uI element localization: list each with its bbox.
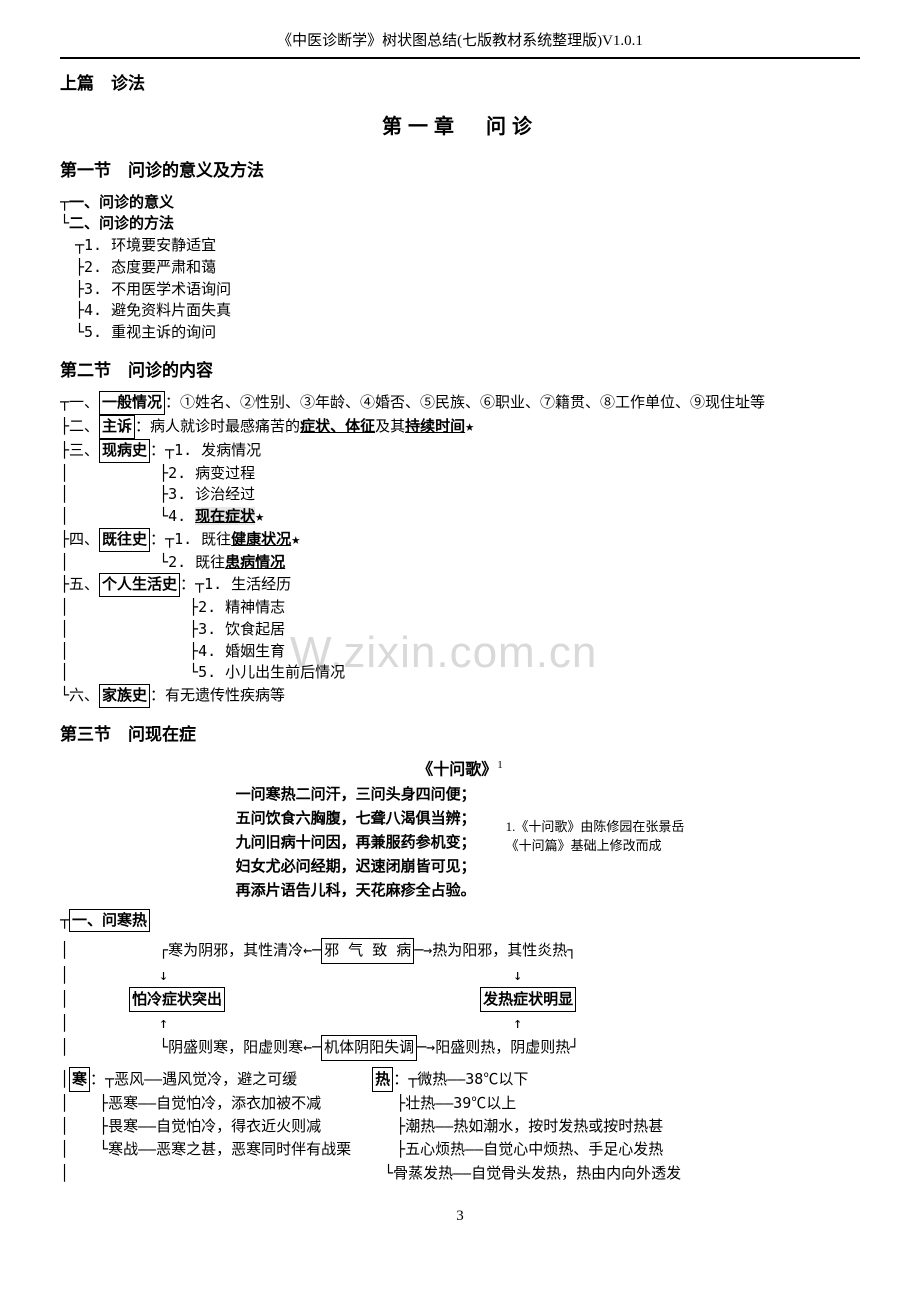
s2-r5-4: 4. 婚姻生育 [198,642,285,660]
s2-r3-2: 2. 病变过程 [168,464,255,482]
s2-r3-label: 现病史 [99,439,150,463]
s2-r2-a: ：病人就诊时最感痛苦的 [135,417,300,435]
d-bot-left: 阴盛则寒，阳虚则寒 [168,1038,303,1056]
s2-r5-5: 5. 小儿出生前后情况 [198,663,345,681]
s2-r4-1c: ★ [291,530,300,548]
document-header: 《中医诊断学》树状图总结(七版教材系统整理版)V1.0.1 [60,30,860,59]
s1-m3: 3. 不用医学术语询问 [84,280,231,298]
poem-l3: 九问旧病十问因，再兼服药参机变； [236,831,476,855]
poem-body: 一问寒热二问汗，三问头身四问便； 五问饮食六胸腹，七聋八渴俱当辨； 九问旧病十问… [236,783,476,903]
section3-title: 第三节 问现在症 [60,722,860,748]
d-top-right: 热为阳邪，其性炎热 [432,941,567,959]
heat-4: 五心烦热——自觉心中烦热、手足心发热 [405,1140,663,1158]
heat-3: 潮热——热如潮水，按时发热或按时热甚 [405,1117,663,1135]
poem-note: 1.《十问歌》由陈修园在张景岳 《十问篇》基础上修改而成 [506,783,685,903]
page-number: 3 [60,1205,860,1228]
s2-r4-2b: 患病情况 [225,553,285,571]
s2-r5-3: 3. 饮食起居 [198,620,285,638]
poem-l4: 妇女尤必问经期，迟速闭崩皆可见； [236,855,476,879]
s2-r2-e: ★ [465,417,474,435]
s2-r5-1: 1. 生活经历 [204,575,291,593]
cold-3: 畏寒——自觉怕冷，得衣近火则减 [108,1117,321,1135]
s1-m2: 2. 态度要严肃和蔼 [84,258,216,276]
poem-l5: 再添片语告儿科，天花麻疹全占验。 [236,879,476,903]
s2-r4-1b: 健康状况 [231,530,291,548]
d-top-left: 寒为阴邪，其性清冷 [168,941,303,959]
cold-1: 恶风——遇风觉冷，避之可缓 [114,1070,297,1088]
poem-l2: 五问饮食六胸腹，七聋八渴俱当辨； [236,807,476,831]
poem-l1: 一问寒热二问汗，三问头身四问便； [236,783,476,807]
s2-r2-d: 持续时间 [405,417,465,435]
s2-r2-b: 症状、体征 [300,417,375,435]
s2-r3-3: 3. 诊治经过 [168,485,255,503]
s2-r3-4b: 现在症状 [195,507,255,525]
cold-heat-lists: │寒：┬恶风——遇风觉冷，避之可缓 热：┬微热——38℃以下│ ├恶寒——自觉怕… [60,1067,860,1185]
s2-r5-label: 个人生活史 [99,573,180,597]
s1-m5: 5. 重视主诉的询问 [84,323,216,341]
s2-r5-2: 2. 精神情志 [198,598,285,616]
s2-r4-label: 既往史 [99,528,150,552]
s2-r2-c: 及其 [375,417,405,435]
heat-2: 壮热——39℃以上 [405,1094,516,1112]
poem-block: 《十问歌》1 一问寒热二问汗，三问头身四问便； 五问饮食六胸腹，七聋八渴俱当辨；… [60,757,860,902]
poem-sup: 1 [497,759,503,771]
heat-5: 骨蒸发热——自觉骨头发热，热由内向外透发 [393,1164,681,1182]
s2-r4-2a: 2. 既往 [168,553,225,571]
s2-r1-label: 一般情况 [99,391,165,415]
s2-r3-1: 1. 发病情况 [174,441,261,459]
s1-m4: 4. 避免资料片面失真 [84,301,231,319]
s2-r1-rest: ：①姓名、②性别、③年龄、④婚否、⑤民族、⑥职业、⑦籍贯、⑧工作单位、⑨现住址等 [165,393,765,411]
poem-note-l2: 《十问篇》基础上修改而成 [506,836,685,856]
heat-label: 热 [372,1067,393,1092]
part-title: 上篇 诊法 [60,71,860,97]
s2-r2-label: 主诉 [99,415,135,439]
d-bot-mid: 机体阴阳失调 [321,1035,417,1060]
heat-1: 微热——38℃以下 [417,1070,528,1088]
cold-label: 寒 [69,1067,90,1092]
d-box-right: 发热症状明显 [480,987,576,1012]
d-box-left: 怕冷症状突出 [129,987,225,1012]
section2-title: 第二节 问诊的内容 [60,358,860,384]
s1-m1: 1. 环境要安静适宜 [84,236,216,254]
d-bot-right: 阳盛则热，阴虚则热 [435,1038,570,1056]
s2-r3-4a: 4. [168,507,186,525]
section1-tree: ┬一、问诊的意义└二、问诊的方法 ┬1. 环境要安静适宜 ├2. 态度要严肃和蔼… [60,192,860,344]
s1-item1: 一、问诊的意义 [69,193,174,211]
d-top-mid: 邪 气 致 病 [321,938,414,963]
s2-r3-4c: ★ [255,507,264,525]
poem-note-l1: 1.《十问歌》由陈修园在张景岳 [506,817,685,837]
s2-r6-label: 家族史 [99,684,150,708]
s1-item2: 二、问诊的方法 [69,214,174,232]
sub-title-box: 一、问寒热 [69,909,150,933]
section1-title: 第一节 问诊的意义及方法 [60,158,860,184]
s2-r6-rest: ：有无遗传性疾病等 [150,686,285,704]
cold-4: 寒战——恶寒之甚，恶寒同时伴有战栗 [108,1140,351,1158]
poem-title: 《十问歌》1 [60,757,860,782]
cold-heat-diagram: │ ┌寒为阴邪，其性清冷←─邪 气 致 病─→热为阳邪，其性炎热┐│ ↓ ↓│ … [60,938,860,1060]
chapter-title: 第一章 问诊 [60,112,860,142]
section3-subhead: ┬一、问寒热 [60,909,860,933]
cold-2: 恶寒——自觉怕冷，添衣加被不减 [108,1094,321,1112]
section2-tree: ┬一、一般情况：①姓名、②性别、③年龄、④婚否、⑤民族、⑥职业、⑦籍贯、⑧工作单… [60,391,860,708]
s2-r4-1a: 1. 既往 [174,530,231,548]
